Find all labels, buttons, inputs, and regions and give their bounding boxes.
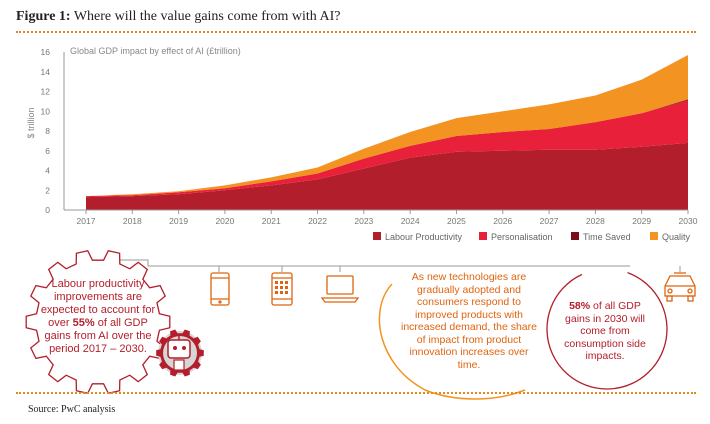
figure-label: Figure 1: — [16, 9, 71, 24]
x-tick-label: 2029 — [632, 216, 651, 226]
robot-icon — [156, 329, 204, 377]
y-tick-label: 14 — [41, 67, 51, 77]
middle-callout: As new technologies are gradually adopte… — [400, 271, 537, 371]
tablet-icon — [271, 272, 293, 306]
x-tick-label: 2017 — [77, 216, 96, 226]
top-divider — [16, 31, 696, 33]
left-callout-part2: of all GDP gains from AI over the period… — [44, 317, 152, 355]
area-quality — [86, 54, 688, 197]
x-tick-label: 2027 — [540, 216, 559, 226]
chart-title: Global GDP impact by effect of AI (£tril… — [70, 46, 241, 56]
x-tick-label: 2024 — [401, 216, 420, 226]
y-tick-label: 8 — [45, 126, 50, 136]
source-note: Source: PwC analysis — [28, 404, 116, 415]
x-tick-label: 2026 — [493, 216, 512, 226]
connector-lines — [120, 259, 681, 272]
area-personalisation — [86, 100, 688, 198]
legend-label-time-saved: Time Saved — [583, 232, 631, 242]
legend-swatch-personalisation — [479, 232, 487, 240]
x-tick-label: 2020 — [215, 216, 234, 226]
y-tick-label: 0 — [45, 205, 50, 215]
y-axis-label: $ trillion — [26, 107, 36, 138]
right-callout-text: of all GDP gains in 2030 will come from … — [564, 300, 646, 362]
smartphone-icon — [210, 272, 230, 306]
area-labour-productivity — [86, 142, 688, 210]
laptop-icon — [320, 275, 360, 303]
y-tick-label: 12 — [41, 87, 51, 97]
figure-title-text: Where will the value gains come from wit… — [73, 9, 341, 24]
legend-label-labour-productivity: Labour Productivity — [385, 232, 463, 242]
x-tick-label: 2022 — [308, 216, 327, 226]
legend: Labour Productivity Personalisation Time S… — [373, 232, 691, 242]
y-tick-label: 6 — [45, 146, 50, 156]
figure-title: Figure 1: Where will the value gains com… — [16, 9, 341, 25]
chart-axes — [63, 52, 688, 211]
chart-ticks: 0 2 4 6 8 10 12 14 16 2017 2018 2019 2020 2021 2022 202… — [41, 47, 698, 226]
right-callout: 58% of all GDP gains in 2030 will come f… — [560, 300, 650, 363]
x-tick-label: 2019 — [169, 216, 188, 226]
right-callout-highlight: 58% — [569, 300, 591, 312]
y-tick-label: 10 — [41, 106, 51, 116]
car-icon — [664, 272, 696, 302]
y-tick-label: 2 — [45, 185, 50, 195]
x-tick-label: 2025 — [447, 216, 466, 226]
middle-arc — [378, 283, 526, 400]
x-tick-label: 2028 — [586, 216, 605, 226]
x-tick-label: 2023 — [354, 216, 373, 226]
legend-swatch-quality — [650, 232, 658, 240]
legend-swatch-labour-productivity — [373, 232, 381, 240]
x-tick-label: 2030 — [679, 216, 698, 226]
x-tick-label: 2018 — [123, 216, 142, 226]
bottom-divider — [16, 392, 696, 394]
y-tick-label: 16 — [41, 47, 51, 57]
left-callout-part1: Labour productivity improvements are exp… — [40, 278, 156, 329]
y-tick-label: 4 — [45, 166, 50, 176]
left-callout: Labour productivity improvements are exp… — [40, 278, 156, 356]
legend-label-personalisation: Personalisation — [491, 232, 553, 242]
left-callout-highlight: 55% — [72, 317, 95, 329]
legend-swatch-time-saved — [571, 232, 579, 240]
chart-areas — [86, 54, 688, 210]
legend-label-quality: Quality — [662, 232, 691, 242]
gear-icon — [25, 249, 171, 395]
x-tick-label: 2021 — [262, 216, 281, 226]
